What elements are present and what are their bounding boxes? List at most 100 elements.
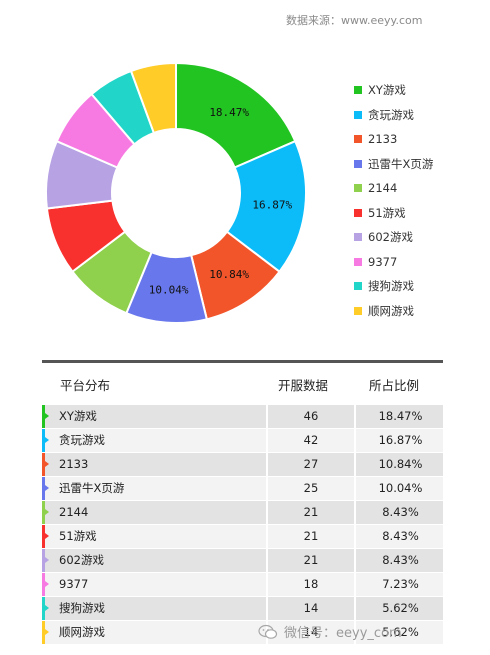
cell-percent: 5.62% [354,597,445,620]
row-color-marker [42,525,45,548]
cell-count: 25 [266,477,354,500]
cell-percent: 10.04% [354,477,445,500]
cell-count: 21 [266,549,354,572]
row-color-marker [42,477,45,500]
cell-platform: 搜狗游戏 [59,601,105,616]
row-color-marker [42,501,45,524]
cell-platform: 602游戏 [59,553,104,568]
wechat-watermark: 微信号：eeyy_com [258,622,402,641]
table-row: 迅雷牛X页游 25 10.04% [42,477,443,500]
row-color-marker [42,549,45,572]
legend-label: 搜狗游戏 [368,279,414,294]
legend-item: 9377 [354,250,433,275]
slice-label-2: 10.84% [209,268,249,281]
row-marker-arrow [45,437,49,443]
cell-platform: 顺网游戏 [59,625,105,640]
cell-count: 27 [266,453,354,476]
cell-percent: 18.47% [354,405,445,428]
legend-item: 2144 [354,176,433,201]
slice-label-0: 18.47% [209,106,249,119]
cell-percent: 5.62% [354,621,445,644]
cell-platform: 贪玩游戏 [59,433,105,448]
row-color-marker [42,405,45,428]
header-count: 开服数据 [278,377,329,393]
legend-item: XY游戏 [354,78,433,103]
data-table: 平台分布 开服数据 所占比例 XY游戏 46 18.47% 贪玩游戏 42 16.87% 2… [42,360,443,645]
legend-label: 2144 [368,181,398,196]
legend-label: 贪玩游戏 [368,107,414,122]
slice-label-3: 10.04% [149,284,189,297]
table-header: 平台分布 开服数据 所占比例 [42,363,443,405]
row-marker-arrow [45,629,49,635]
legend-label: XY游戏 [368,83,406,98]
cell-percent: 8.43% [354,525,445,548]
legend-label: 顺网游戏 [368,303,414,318]
header-percent: 所占比例 [369,377,420,393]
row-color-marker [42,573,45,596]
table-row: 搜狗游戏 14 5.62% [42,597,443,620]
watermark-text: 微信号：eeyy_com [284,626,402,641]
row-color-marker [42,621,45,644]
legend-swatch [354,110,362,119]
legend-swatch [354,159,362,168]
cell-count: 42 [266,429,354,452]
row-marker-arrow [45,533,49,539]
legend-swatch [354,184,362,193]
table-body: XY游戏 46 18.47% 贪玩游戏 42 16.87% 2133 27 10.84% 迅雷牛X… [42,405,443,644]
row-marker-arrow [45,413,49,419]
legend-swatch [354,86,362,95]
legend-swatch [354,306,362,315]
row-color-marker [42,429,45,452]
legend-swatch [354,282,362,291]
cell-platform: 2133 [59,457,89,472]
cell-count: 21 [266,525,354,548]
cell-count: 14 [266,597,354,620]
legend-item: 51游戏 [354,201,433,226]
cell-platform: XY游戏 [59,409,97,424]
row-marker-arrow [45,605,49,611]
cell-count: 21 [266,501,354,524]
cell-percent: 10.84% [354,453,445,476]
row-marker-arrow [45,461,49,467]
wechat-icon [258,624,278,639]
cell-percent: 8.43% [354,549,445,572]
legend-swatch [354,208,362,217]
table-row: 9377 18 7.23% [42,573,443,596]
cell-platform: 9377 [59,577,89,592]
row-color-marker [42,453,45,476]
legend-swatch [354,257,362,266]
legend-label: 602游戏 [368,230,413,245]
source-note: 数据来源：www.eeyy.com [286,14,423,27]
table-row: 51游戏 21 8.43% [42,525,443,548]
row-marker-arrow [45,557,49,563]
legend-item: 602游戏 [354,225,433,250]
cell-percent: 8.43% [354,501,445,524]
row-marker-arrow [45,509,49,515]
table-row: XY游戏 46 18.47% [42,405,443,428]
row-marker-arrow [45,485,49,491]
legend-item: 2133 [354,127,433,152]
table-row: 602游戏 21 8.43% [42,549,443,572]
table-row: 2133 27 10.84% [42,453,443,476]
legend-item: 搜狗游戏 [354,274,433,299]
legend-label: 2133 [368,132,398,147]
cell-count: 46 [266,405,354,428]
cell-percent: 16.87% [354,429,445,452]
legend-item: 顺网游戏 [354,299,433,324]
legend-item: 贪玩游戏 [354,103,433,128]
cell-percent: 7.23% [354,573,445,596]
legend-item: 迅雷牛X页游 [354,152,433,177]
header-platform: 平台分布 [60,377,111,393]
legend-swatch [354,233,362,242]
legend-label: 51游戏 [368,205,406,220]
cell-count: 18 [266,573,354,596]
legend-swatch [354,135,362,144]
table-row: 顺网游戏 14 5.62% [42,621,443,644]
cell-platform: 迅雷牛X页游 [59,481,125,496]
chart-legend: XY游戏贪玩游戏 2133 迅雷牛X页游 2144 51游戏 602游戏 9377 搜狗游戏顺… [354,78,433,323]
slice-label-1: 16.87% [252,199,292,212]
cell-platform: 2144 [59,505,89,520]
table-row: 贪玩游戏 42 16.87% [42,429,443,452]
row-color-marker [42,597,45,620]
table-row: 2144 21 8.43% [42,501,443,524]
